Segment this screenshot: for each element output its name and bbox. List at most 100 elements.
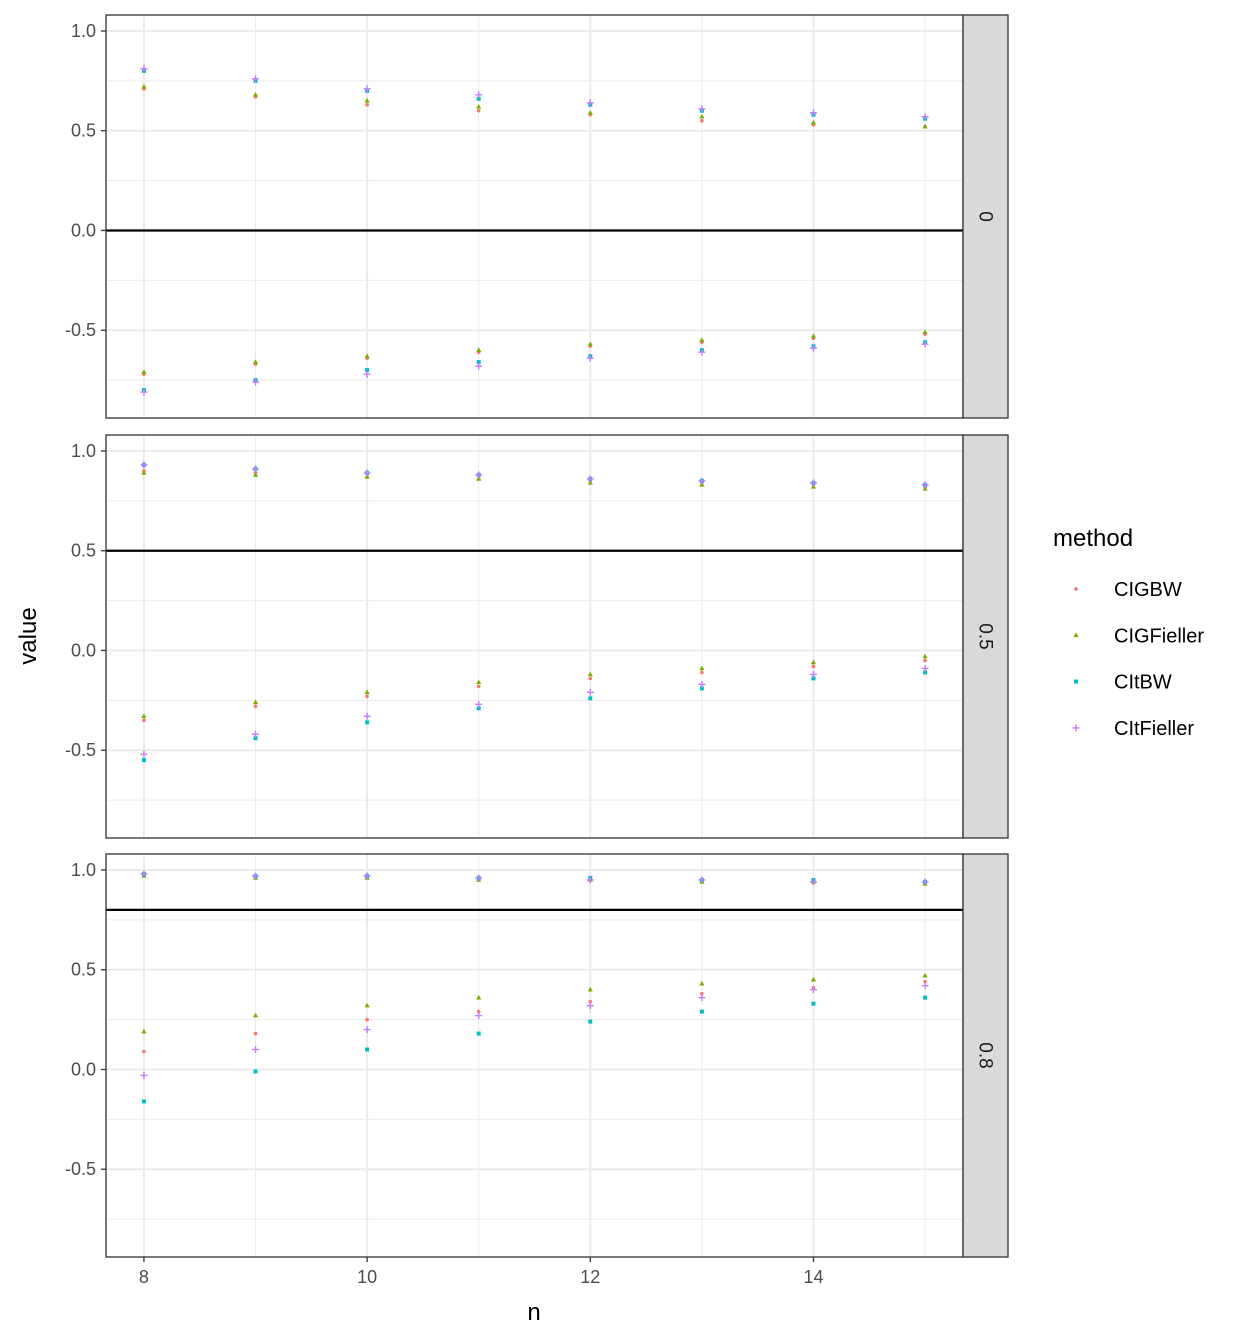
facet-panel-0: -0.5 0.0 0.5 1.0 0 bbox=[65, 14, 1009, 419]
legend-item-CIGBW: CIGBW bbox=[1074, 579, 1182, 601]
point-CItFieller-upper bbox=[586, 475, 594, 483]
facet-panel-0-8: -0.5 0.0 0.5 1.0 0.8 bbox=[65, 853, 1009, 1258]
point-CItFieller-upper bbox=[363, 872, 371, 880]
panel-gridlines bbox=[106, 854, 963, 1257]
point-CIGFieller-lower bbox=[252, 699, 259, 705]
point-CIGFieller-upper bbox=[922, 123, 928, 129]
point-CItFieller-lower bbox=[921, 982, 929, 990]
point-CItBW-lower bbox=[141, 1099, 146, 1104]
point-CItBW-lower bbox=[141, 758, 146, 763]
legend-key-CIGBW bbox=[1074, 587, 1078, 591]
point-CItFieller-upper bbox=[586, 876, 594, 884]
point-CIGFieller-lower bbox=[922, 329, 928, 335]
point-CItFieller-upper bbox=[252, 872, 260, 880]
point-CIGBW-lower bbox=[365, 1017, 369, 1022]
facet-strip: 0 bbox=[962, 14, 1009, 419]
point-CItBW-lower bbox=[811, 1001, 816, 1006]
data-points bbox=[140, 65, 929, 396]
point-CIGBW-upper bbox=[476, 108, 481, 113]
point-CItFieller-upper bbox=[921, 481, 929, 489]
x-tick-label: 8 bbox=[139, 1267, 149, 1287]
point-CItBW-lower bbox=[365, 1047, 370, 1052]
point-CItBW-lower bbox=[365, 368, 370, 373]
point-CIGBW-lower bbox=[476, 684, 481, 689]
y-tick-label: 0.5 bbox=[71, 541, 96, 561]
point-CItBW-lower bbox=[253, 1069, 258, 1074]
point-CIGFieller-upper bbox=[141, 470, 147, 475]
point-CIGFieller-lower bbox=[810, 659, 817, 665]
point-CItFieller-lower bbox=[252, 1046, 260, 1054]
point-CItFieller-lower bbox=[363, 370, 371, 378]
point-CIGFieller-lower bbox=[141, 713, 147, 719]
panel-background bbox=[106, 15, 963, 418]
y-tick-label: 0.0 bbox=[71, 220, 96, 240]
point-CIGFieller-lower bbox=[810, 976, 817, 982]
y-tick-label: 0.0 bbox=[71, 1059, 96, 1079]
point-CItFieller-lower bbox=[252, 378, 260, 386]
point-CIGFieller-upper bbox=[364, 97, 370, 103]
facet-panel-0-5: -0.5 0.0 0.5 1.0 0.5 bbox=[65, 434, 1009, 839]
point-CItFieller-lower bbox=[809, 670, 817, 678]
legend-item-CItBW: CItBW bbox=[1074, 672, 1172, 694]
strip-background bbox=[962, 853, 1009, 1258]
point-CItFieller-upper bbox=[698, 477, 706, 485]
point-CItFieller-upper bbox=[475, 874, 483, 882]
point-CItBW-lower bbox=[699, 686, 704, 691]
point-CItFieller-lower bbox=[363, 1026, 371, 1034]
point-CItFieller-lower bbox=[140, 388, 148, 396]
point-CItBW-lower bbox=[811, 676, 816, 681]
point-CItFieller-upper bbox=[475, 471, 483, 479]
point-CItFieller-upper bbox=[140, 461, 148, 469]
x-axis: 8 10 12 14 bbox=[139, 1257, 823, 1287]
point-CItFieller-lower bbox=[586, 1002, 594, 1010]
legend-title: method bbox=[1053, 525, 1133, 552]
point-CIGFieller-lower bbox=[922, 653, 928, 659]
y-tick-label: -0.5 bbox=[65, 320, 96, 340]
point-CItFieller-lower bbox=[921, 340, 929, 348]
x-axis-title: n bbox=[527, 1299, 540, 1326]
y-tick-label: 1.0 bbox=[71, 21, 96, 41]
point-CItFieller-lower bbox=[363, 712, 371, 720]
legend-key-CItBW bbox=[1074, 679, 1078, 684]
point-CIGFieller-lower bbox=[364, 689, 370, 695]
point-CItFieller-upper bbox=[363, 469, 371, 477]
point-CItFieller-upper bbox=[140, 65, 148, 73]
panel-background bbox=[106, 854, 963, 1257]
point-CItBW-lower bbox=[476, 706, 481, 711]
point-CIGBW-lower bbox=[142, 718, 146, 723]
point-CIGFieller-lower bbox=[699, 665, 705, 671]
data-points bbox=[140, 870, 929, 1104]
point-CItFieller-upper bbox=[698, 105, 706, 113]
y-tick-label: 0.5 bbox=[71, 960, 96, 980]
legend-label: CItFieller bbox=[1114, 718, 1194, 740]
point-CItFieller-lower bbox=[252, 730, 260, 738]
point-CItBW-lower bbox=[476, 360, 481, 365]
point-CItFieller-lower bbox=[809, 986, 817, 994]
point-CItFieller-upper bbox=[809, 878, 817, 886]
point-CIGFieller-upper bbox=[252, 92, 259, 97]
strip-label: 0 bbox=[975, 211, 996, 222]
data-points bbox=[140, 461, 929, 763]
point-CIGBW-lower bbox=[253, 1031, 258, 1036]
legend-key-CItFieller bbox=[1072, 724, 1080, 732]
point-CItBW-lower bbox=[923, 995, 928, 1000]
strip-label: 0.5 bbox=[975, 623, 996, 649]
point-CIGBW-lower bbox=[142, 1049, 146, 1054]
facet-strip: 0.5 bbox=[962, 434, 1009, 839]
point-CIGBW-lower bbox=[700, 991, 704, 996]
point-CIGFieller-lower bbox=[141, 1028, 147, 1034]
x-tick-label: 12 bbox=[580, 1267, 600, 1287]
point-CItFieller-upper bbox=[921, 113, 929, 121]
point-CIGFieller-lower bbox=[252, 359, 259, 364]
point-CItBW-lower bbox=[253, 736, 258, 741]
point-CIGFieller-lower bbox=[252, 1012, 259, 1018]
point-CItBW-lower bbox=[699, 1009, 704, 1014]
point-CItFieller-upper bbox=[252, 465, 260, 473]
y-tick-label: -0.5 bbox=[65, 1159, 96, 1179]
point-CItBW-lower bbox=[588, 696, 593, 701]
y-axis: -0.5 0.0 0.5 1.0 bbox=[65, 21, 106, 340]
point-CItFieller-upper bbox=[698, 876, 706, 884]
point-CIGBW-upper bbox=[365, 102, 369, 107]
legend-label: CIGFieller bbox=[1114, 625, 1204, 647]
